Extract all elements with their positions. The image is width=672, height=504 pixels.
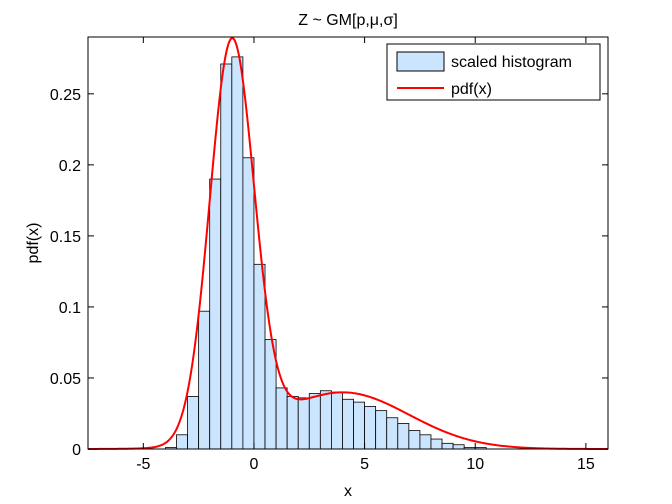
- y-axis-label: pdf(x): [25, 223, 42, 264]
- histogram-bar: [441, 442, 454, 450]
- x-tick-label: 0: [250, 456, 259, 473]
- histogram-bar: [353, 401, 365, 450]
- histogram-bar: [419, 434, 432, 450]
- histogram-bar: [209, 178, 222, 450]
- chart-title: Z ~ GM[p,μ,σ]: [298, 12, 398, 29]
- legend-histogram-label: scaled histogram: [451, 54, 572, 71]
- axes-frame: [87, 36, 609, 450]
- axes-background: [88, 37, 608, 449]
- histogram-bar: [452, 444, 465, 450]
- histogram-bar: [297, 397, 310, 450]
- y-tick-label: 0.25: [50, 87, 81, 104]
- histogram-bar: [253, 263, 266, 450]
- histogram-bar: [220, 63, 233, 450]
- histogram-bar: [187, 396, 200, 450]
- histogram-bar: [408, 430, 421, 450]
- histogram-bar: [342, 398, 354, 450]
- histogram-bar: [375, 410, 388, 450]
- histogram-bar: [397, 423, 410, 450]
- histogram-bar: [242, 157, 255, 450]
- histogram-bar: [275, 387, 288, 450]
- y-tick-label: 0.2: [59, 158, 81, 175]
- x-tick-label: 15: [577, 456, 595, 473]
- histogram-bar: [364, 405, 377, 450]
- histogram-bar: [308, 393, 321, 450]
- x-tick-label: -5: [136, 456, 150, 473]
- histogram-bar: [331, 391, 343, 450]
- y-tick-label: 0.1: [59, 300, 81, 317]
- y-tick-label: 0.15: [50, 229, 81, 246]
- plot-area: -5 0 5 10 15 0 0.05 0.1 0.15 0.2 0.25: [50, 36, 609, 473]
- legend: scaled histogram pdf(x): [386, 43, 601, 101]
- histogram-bar: [198, 310, 211, 450]
- y-axis-ticks: 0 0.05 0.1 0.15 0.2 0.25: [50, 87, 608, 459]
- y-tick-label: 0: [72, 442, 81, 459]
- legend-pdf-label: pdf(x): [451, 81, 492, 98]
- x-tick-label: 5: [360, 456, 369, 473]
- y-tick-label: 0.05: [50, 371, 81, 388]
- x-axis-ticks: -5 0 5 10 15: [136, 37, 595, 473]
- x-axis-label: x: [344, 483, 352, 500]
- histogram-bar: [176, 434, 188, 450]
- histogram-bar: [231, 56, 244, 450]
- histogram-bar: [430, 438, 443, 450]
- histogram-bar: [286, 396, 299, 450]
- legend-histogram-swatch: [396, 51, 445, 72]
- histogram-bar: [319, 390, 332, 450]
- histogram-bar: [386, 417, 399, 450]
- x-tick-label: 10: [466, 456, 484, 473]
- pdf-line: [88, 37, 608, 450]
